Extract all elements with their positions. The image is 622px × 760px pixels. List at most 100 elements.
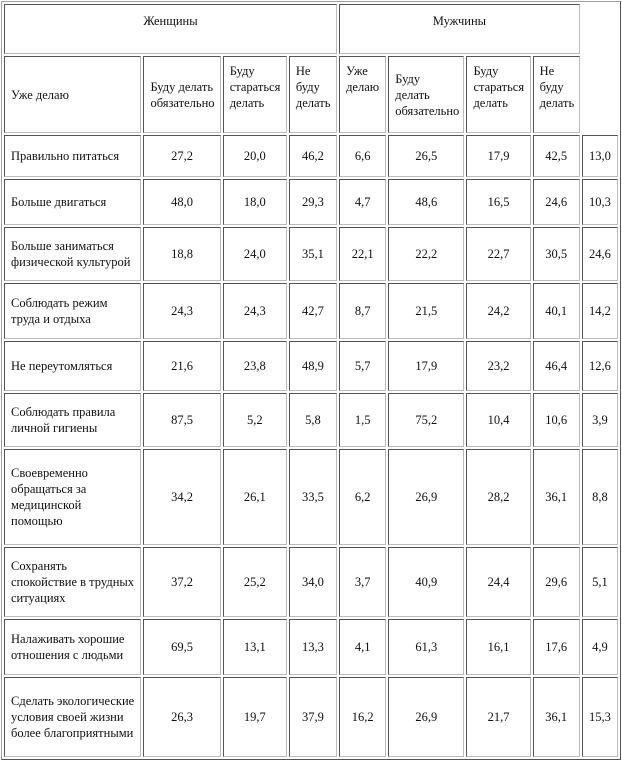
- value-cell: 24,6: [532, 179, 580, 225]
- value-cell: 5,8: [288, 393, 338, 447]
- empty-header-cell: [582, 4, 618, 133]
- value-cell: 16,1: [466, 619, 531, 675]
- value-cell: 22,1: [339, 227, 387, 281]
- value-cell: 18,0: [222, 179, 287, 225]
- group-header-women: Женщины: [4, 4, 338, 54]
- value-cell: 13,3: [288, 619, 338, 675]
- table-row: Правильно питаться 27,2 20,0 46,2 6,6 26,5 17,…: [4, 135, 618, 177]
- value-cell: 28,2: [466, 449, 531, 545]
- row-label: Соблюдать режим труда и отдыха: [4, 283, 142, 339]
- value-cell: 10,3: [581, 179, 618, 225]
- value-cell: 15,3: [581, 677, 618, 757]
- table-row: Соблюдать режим труда и отдыха 24,3 24,3 42…: [4, 283, 618, 339]
- subheader: Буду стараться делать: [466, 56, 531, 133]
- value-cell: 17,9: [388, 341, 465, 391]
- subheader: Не буду делать: [288, 56, 338, 133]
- value-cell: 22,2: [388, 227, 465, 281]
- value-cell: 18,8: [143, 227, 221, 281]
- value-cell: 20,0: [222, 135, 287, 177]
- value-cell: 48,6: [388, 179, 465, 225]
- value-cell: 4,7: [339, 179, 387, 225]
- value-cell: 24,6: [581, 227, 618, 281]
- value-cell: 46,2: [288, 135, 338, 177]
- value-cell: 14,2: [581, 283, 618, 339]
- table-row: Соблюдать правила личной гигиены 87,5 5,2 5…: [4, 393, 618, 447]
- value-cell: 42,5: [532, 135, 580, 177]
- value-cell: 27,2: [143, 135, 221, 177]
- row-label: Соблюдать правила личной гигиены: [4, 393, 142, 447]
- table-row: Налаживать хорошие отношения с людьми 69,…: [4, 619, 618, 675]
- value-cell: 8,8: [581, 449, 618, 545]
- value-cell: 29,3: [288, 179, 338, 225]
- value-cell: 36,1: [532, 677, 580, 757]
- value-cell: 6,6: [339, 135, 387, 177]
- value-cell: 30,5: [532, 227, 580, 281]
- value-cell: 24,3: [222, 283, 287, 339]
- value-cell: 34,0: [288, 547, 338, 617]
- value-cell: 40,9: [388, 547, 465, 617]
- subheader: Буду стараться делать: [222, 56, 287, 133]
- value-cell: 61,3: [388, 619, 465, 675]
- value-cell: 23,8: [222, 341, 287, 391]
- row-label: Своевременно обращаться за медицинской п…: [4, 449, 142, 545]
- value-cell: 36,1: [532, 449, 580, 545]
- value-cell: 24,2: [466, 283, 531, 339]
- value-cell: 37,2: [143, 547, 221, 617]
- value-cell: 40,1: [532, 283, 580, 339]
- value-cell: 26,9: [388, 677, 465, 757]
- subheader: Не буду делать: [532, 56, 580, 133]
- row-label: Больше двигаться: [4, 179, 142, 225]
- subheader: Уже делаю: [339, 56, 387, 133]
- value-cell: 16,5: [466, 179, 531, 225]
- value-cell: 21,6: [143, 341, 221, 391]
- value-cell: 26,9: [388, 449, 465, 545]
- value-cell: 19,7: [222, 677, 287, 757]
- value-cell: 35,1: [288, 227, 338, 281]
- row-label: Сделать экологические условия своей жизн…: [4, 677, 142, 757]
- value-cell: 87,5: [143, 393, 221, 447]
- value-cell: 4,1: [339, 619, 387, 675]
- value-cell: 5,1: [581, 547, 618, 617]
- value-cell: 22,7: [466, 227, 531, 281]
- value-cell: 33,5: [288, 449, 338, 545]
- value-cell: 34,2: [143, 449, 221, 545]
- value-cell: 26,5: [388, 135, 465, 177]
- value-cell: 3,9: [581, 393, 618, 447]
- value-cell: 21,7: [466, 677, 531, 757]
- value-cell: 3,7: [339, 547, 387, 617]
- row-label: Больше заниматься физической культурой: [4, 227, 142, 281]
- value-cell: 29,6: [532, 547, 580, 617]
- subheader: Буду делать обязательно: [388, 56, 465, 133]
- group-header-men: Мужчины: [339, 4, 580, 54]
- value-cell: 23,2: [466, 341, 531, 391]
- subheader: Уже делаю: [4, 56, 142, 133]
- value-cell: 48,9: [288, 341, 338, 391]
- value-cell: 24,0: [222, 227, 287, 281]
- table-row: Сделать экологические условия своей жизн…: [4, 677, 618, 757]
- table-row: Сохранять спокойствие в трудных ситуация…: [4, 547, 618, 617]
- value-cell: 24,3: [143, 283, 221, 339]
- table-row: Больше заниматься физической культурой 18…: [4, 227, 618, 281]
- value-cell: 4,9: [581, 619, 618, 675]
- value-cell: 10,4: [466, 393, 531, 447]
- value-cell: 10,6: [532, 393, 580, 447]
- value-cell: 12,6: [581, 341, 618, 391]
- value-cell: 8,7: [339, 283, 387, 339]
- value-cell: 17,9: [466, 135, 531, 177]
- value-cell: 24,4: [466, 547, 531, 617]
- value-cell: 13,1: [222, 619, 287, 675]
- value-cell: 16,2: [339, 677, 387, 757]
- value-cell: 17,6: [532, 619, 580, 675]
- row-label: Не переутомляться: [4, 341, 142, 391]
- table-row: Своевременно обращаться за медицинской п…: [4, 449, 618, 545]
- value-cell: 6,2: [339, 449, 387, 545]
- value-cell: 5,2: [222, 393, 287, 447]
- value-cell: 48,0: [143, 179, 221, 225]
- value-cell: 46,4: [532, 341, 580, 391]
- table-row: Больше двигаться 48,0 18,0 29,3 4,7 48,6 16,5 2…: [4, 179, 618, 225]
- value-cell: 1,5: [339, 393, 387, 447]
- value-cell: 21,5: [388, 283, 465, 339]
- value-cell: 25,2: [222, 547, 287, 617]
- value-cell: 69,5: [143, 619, 221, 675]
